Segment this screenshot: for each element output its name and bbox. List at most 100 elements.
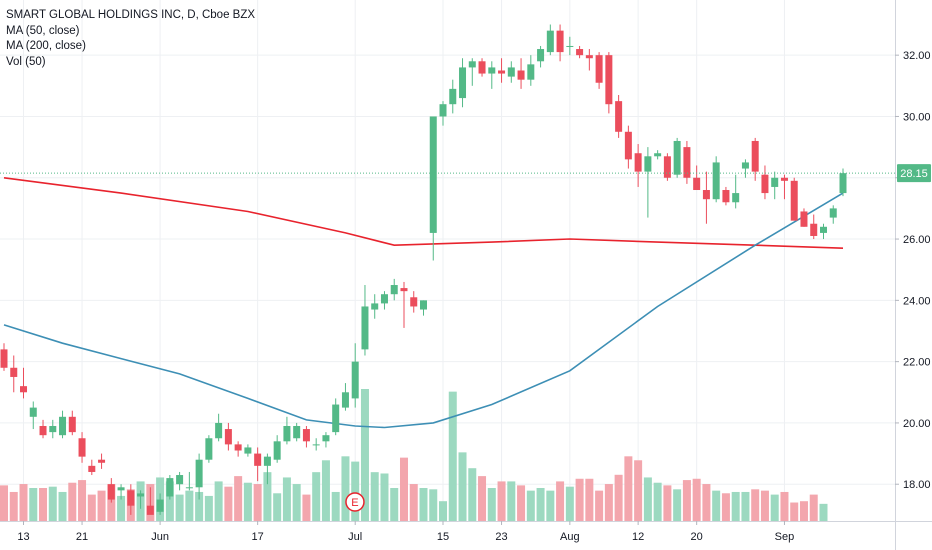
volume-bar bbox=[663, 485, 672, 521]
volume-bar bbox=[536, 488, 545, 521]
candle-body bbox=[663, 156, 671, 178]
candle-body bbox=[771, 177, 779, 187]
x-tick-label: Sep bbox=[775, 531, 795, 543]
candle-body bbox=[566, 45, 574, 47]
candle-body bbox=[624, 131, 632, 160]
x-tick-label: 23 bbox=[495, 531, 507, 543]
indicator-ma50-label: MA (50, close) bbox=[6, 24, 80, 37]
candle-body bbox=[654, 153, 662, 157]
candle-body bbox=[478, 61, 486, 74]
volume-bar bbox=[409, 484, 418, 521]
volume-bar bbox=[87, 494, 96, 521]
volume-bar bbox=[204, 495, 213, 521]
y-tick-label: 32.00 bbox=[903, 50, 931, 62]
candle-body bbox=[556, 30, 564, 53]
volume-bar bbox=[819, 503, 828, 521]
volume-bar bbox=[468, 468, 477, 521]
volume-bar bbox=[741, 491, 750, 521]
volume-bar bbox=[585, 478, 594, 521]
candle-body bbox=[205, 438, 213, 460]
candle-body bbox=[410, 297, 418, 307]
candle-body bbox=[322, 435, 330, 442]
candle-body bbox=[215, 422, 223, 439]
volume-bar bbox=[702, 484, 711, 521]
x-tick-label: Jul bbox=[348, 531, 362, 543]
volume-bar bbox=[302, 494, 311, 521]
y-axis-panel bbox=[895, 0, 932, 550]
volume-bar bbox=[224, 486, 233, 521]
volume-bar bbox=[614, 474, 623, 521]
candle-body bbox=[293, 425, 301, 439]
candle-body bbox=[166, 478, 174, 497]
candle-body bbox=[156, 499, 164, 512]
volume-bar bbox=[731, 491, 740, 521]
volume-bar bbox=[370, 472, 379, 521]
candle-body bbox=[254, 453, 262, 466]
volume-bar bbox=[399, 457, 408, 521]
volume-bar bbox=[780, 491, 789, 521]
ma50-line bbox=[3, 192, 844, 429]
volume-bar bbox=[390, 488, 399, 521]
y-tick-label: 18.00 bbox=[903, 479, 931, 491]
volume-bar bbox=[790, 502, 799, 521]
candle-body bbox=[283, 425, 291, 442]
volume-bar bbox=[458, 452, 467, 521]
volume-bar bbox=[117, 495, 126, 521]
volume-bar bbox=[273, 493, 282, 521]
candle-body bbox=[312, 444, 320, 446]
volume-bar bbox=[604, 484, 613, 521]
candle-body bbox=[488, 67, 496, 74]
candle-body bbox=[741, 162, 749, 169]
y-tick-label: 20.00 bbox=[903, 418, 931, 430]
candle-body bbox=[810, 223, 818, 236]
volume-bar bbox=[760, 490, 769, 521]
candle-body bbox=[185, 487, 193, 489]
earnings-marker[interactable] bbox=[345, 492, 365, 512]
volume-bar bbox=[78, 480, 87, 521]
symbol-title: SMART GLOBAL HOLDINGS INC, D, Cboe BZX bbox=[6, 9, 256, 21]
candle-body bbox=[176, 475, 184, 485]
y-tick-label: 22.00 bbox=[903, 357, 931, 369]
candle-body bbox=[673, 140, 681, 175]
volume-bar bbox=[185, 490, 194, 521]
volume-bar bbox=[478, 476, 487, 521]
candle-body bbox=[507, 67, 515, 77]
candle-body bbox=[351, 361, 359, 399]
volume-bar bbox=[351, 461, 360, 521]
candle-body bbox=[361, 306, 369, 350]
volume-bar bbox=[253, 484, 262, 521]
candle-body bbox=[537, 49, 545, 62]
volume-bar bbox=[595, 490, 604, 521]
candle-body bbox=[751, 140, 759, 172]
candle-body bbox=[468, 61, 476, 68]
candle-body bbox=[127, 490, 135, 506]
candle-body bbox=[790, 180, 798, 221]
x-tick-label: 21 bbox=[76, 531, 88, 543]
volume-bar bbox=[282, 477, 291, 521]
volume-bar bbox=[0, 485, 8, 521]
x-tick-label: 12 bbox=[632, 531, 644, 543]
y-tick-label: 24.00 bbox=[903, 295, 931, 307]
volume-bar bbox=[243, 482, 252, 521]
candle-body bbox=[732, 193, 740, 203]
volume-bar bbox=[68, 482, 77, 521]
candle-body bbox=[429, 116, 437, 233]
x-axis-panel bbox=[0, 521, 895, 550]
volume-bar bbox=[48, 486, 57, 521]
x-tick-label: Jun bbox=[151, 531, 169, 543]
volume-bar bbox=[692, 478, 701, 521]
candle-body bbox=[146, 505, 154, 515]
chart-legend: SMART GLOBAL HOLDINGS INC, D, Cboe BZX M… bbox=[6, 8, 255, 70]
volume-bar bbox=[634, 460, 643, 521]
volume-bar bbox=[439, 501, 448, 521]
candle-body bbox=[371, 303, 379, 310]
volume-bar bbox=[487, 488, 496, 521]
candle-body bbox=[244, 447, 252, 454]
x-tick-label: 15 bbox=[437, 531, 449, 543]
y-tick-label: 26.00 bbox=[903, 234, 931, 246]
candle-body bbox=[49, 425, 57, 433]
candle-body bbox=[712, 162, 720, 200]
volume-bar bbox=[341, 456, 350, 521]
candle-body bbox=[829, 208, 837, 218]
